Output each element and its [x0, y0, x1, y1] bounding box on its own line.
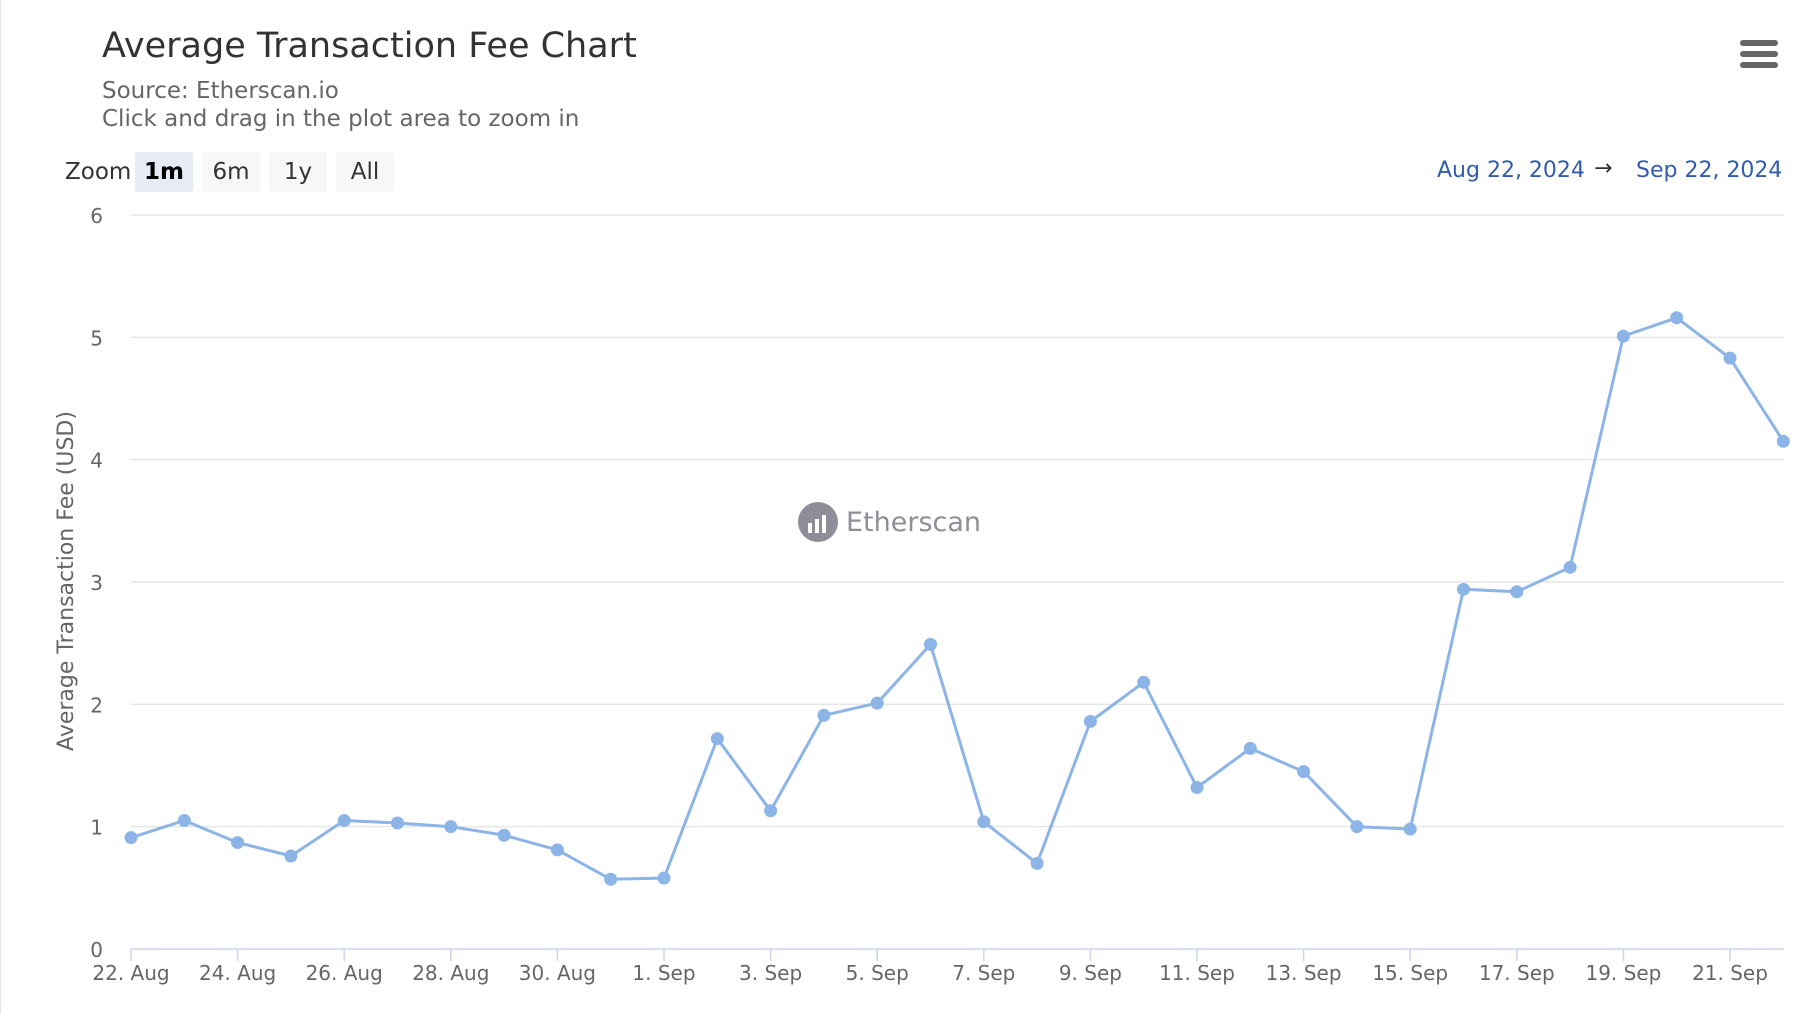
- zoom-label: Zoom: [65, 159, 132, 185]
- data-point[interactable]: [977, 815, 991, 829]
- data-point[interactable]: [550, 843, 564, 857]
- zoom-button-1y[interactable]: 1y: [269, 152, 327, 192]
- y-tick-label: 6: [90, 204, 103, 228]
- data-point[interactable]: [1297, 765, 1311, 779]
- data-point[interactable]: [177, 814, 191, 828]
- page-border: [0, 0, 1, 1014]
- x-tick-label: 30. Aug: [519, 961, 596, 985]
- y-tick-label: 4: [90, 449, 103, 473]
- data-point[interactable]: [1723, 351, 1737, 365]
- data-point[interactable]: [1137, 675, 1151, 689]
- data-point[interactable]: [337, 814, 351, 828]
- chart-source: Source: Etherscan.io: [102, 78, 339, 104]
- y-tick-label: 5: [90, 326, 103, 350]
- x-axis: 22. Aug 24. Aug 26. Aug 28. Aug 30. Aug 1. Se…: [92, 948, 1784, 985]
- etherscan-logo-icon: [798, 502, 838, 542]
- data-point[interactable]: [124, 831, 138, 845]
- x-tick-label: 7. Sep: [952, 961, 1015, 985]
- data-point[interactable]: [1403, 822, 1417, 836]
- data-point[interactable]: [1563, 560, 1577, 574]
- watermark-text: Etherscan: [846, 506, 982, 538]
- zoom-button-1m[interactable]: 1m: [135, 152, 193, 192]
- y-tick-label: 0: [90, 938, 103, 962]
- data-point[interactable]: [1616, 329, 1630, 343]
- y-tick-label: 2: [90, 693, 103, 717]
- x-tick-label: 19. Sep: [1585, 961, 1661, 985]
- etherscan-watermark: Etherscan: [798, 500, 981, 544]
- x-tick-label: 17. Sep: [1479, 961, 1555, 985]
- grid-lines: [131, 214, 1784, 828]
- series-line: [129, 316, 1785, 881]
- x-tick-label: 1. Sep: [632, 961, 695, 985]
- data-point[interactable]: [231, 836, 245, 850]
- x-tick-label: 13. Sep: [1266, 961, 1342, 985]
- data-point[interactable]: [1776, 434, 1790, 448]
- data-point[interactable]: [497, 828, 511, 842]
- y-axis-title: Average Transaction Fee (USD): [54, 411, 79, 751]
- y-axis-ticks: 0 1 2 3 4 5 6: [90, 204, 103, 962]
- data-point[interactable]: [1350, 820, 1364, 834]
- x-tick-label: 22. Aug: [92, 961, 169, 985]
- chart-title: Average Transaction Fee Chart: [102, 26, 637, 66]
- data-point[interactable]: [284, 849, 298, 863]
- x-tick-label: 21. Sep: [1692, 961, 1768, 985]
- data-point[interactable]: [1457, 582, 1470, 596]
- data-point[interactable]: [1190, 781, 1204, 795]
- data-point[interactable]: [391, 816, 404, 830]
- data-point[interactable]: [764, 804, 778, 818]
- range-to-input[interactable]: Sep 22, 2024: [1636, 158, 1783, 183]
- data-point[interactable]: [1243, 741, 1257, 755]
- data-point[interactable]: [924, 637, 937, 651]
- y-tick-label: 3: [90, 571, 103, 595]
- data-point[interactable]: [657, 871, 671, 885]
- chart-zoom-hint: Click and drag in the plot area to zoom …: [102, 106, 580, 132]
- x-tick-label: 26. Aug: [306, 961, 383, 985]
- x-tick-label: 5. Sep: [846, 961, 909, 985]
- x-tick-label: 15. Sep: [1372, 961, 1448, 985]
- x-tick-label: 24. Aug: [199, 961, 276, 985]
- chart-subtitle: Source: Etherscan.io Click and drag in t…: [102, 77, 579, 133]
- zoom-button-all[interactable]: All: [336, 152, 394, 192]
- data-point[interactable]: [1083, 714, 1097, 728]
- series-fee: [124, 311, 1790, 886]
- data-point[interactable]: [444, 820, 458, 834]
- x-tick-label: 11. Sep: [1159, 961, 1235, 985]
- x-tick-label: 9. Sep: [1059, 961, 1122, 985]
- hamburger-menu-icon[interactable]: [1740, 40, 1778, 74]
- data-point[interactable]: [1670, 311, 1684, 325]
- data-point[interactable]: [604, 872, 618, 886]
- data-point[interactable]: [1510, 585, 1524, 599]
- data-point[interactable]: [870, 696, 884, 710]
- data-point[interactable]: [817, 708, 831, 722]
- y-tick-label: 1: [90, 816, 103, 840]
- range-arrow-icon: →: [1594, 156, 1613, 181]
- x-tick-label: 28. Aug: [412, 961, 489, 985]
- data-point[interactable]: [1030, 856, 1044, 870]
- data-point[interactable]: [710, 732, 724, 746]
- x-tick-label: 3. Sep: [739, 961, 802, 985]
- range-from-input[interactable]: Aug 22, 2024: [1437, 158, 1585, 183]
- zoom-button-6m[interactable]: 6m: [202, 152, 260, 192]
